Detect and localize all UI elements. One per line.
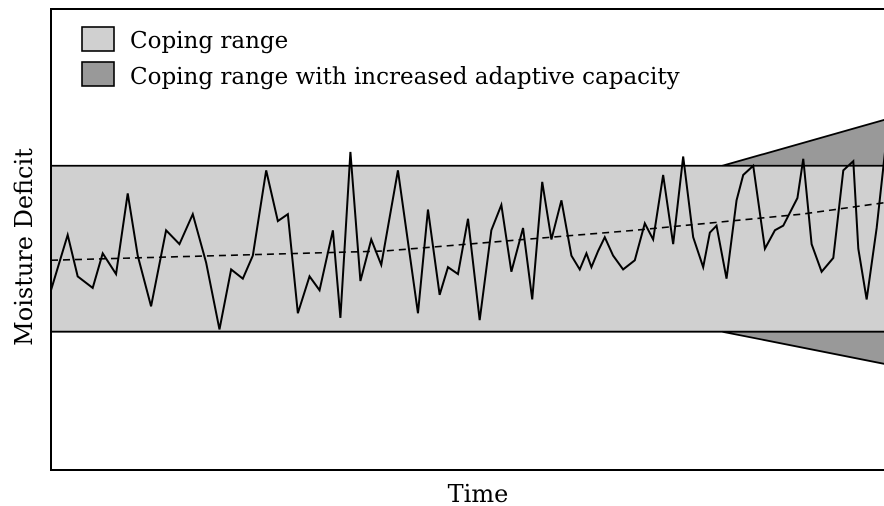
legend-swatch-coping-range [81, 26, 115, 52]
increased-capacity-upper-edge [722, 118, 884, 167]
increased-capacity-lower-edge [722, 330, 884, 365]
x-axis-label: Time [448, 480, 509, 506]
trend-line [50, 201, 884, 262]
plot-frame [50, 8, 884, 471]
legend: Coping range Coping range with increased… [81, 26, 680, 90]
legend-label-coping-range: Coping range [130, 28, 288, 54]
series-lines [50, 118, 884, 365]
coping-range-band [51, 165, 884, 332]
legend-label-increased-capacity: Coping range with increased adaptive cap… [130, 64, 680, 90]
moisture-deficit-series [50, 151, 884, 330]
y-axis-label: Moisture Deficit [10, 148, 38, 346]
legend-swatch-increased-capacity [81, 61, 115, 87]
